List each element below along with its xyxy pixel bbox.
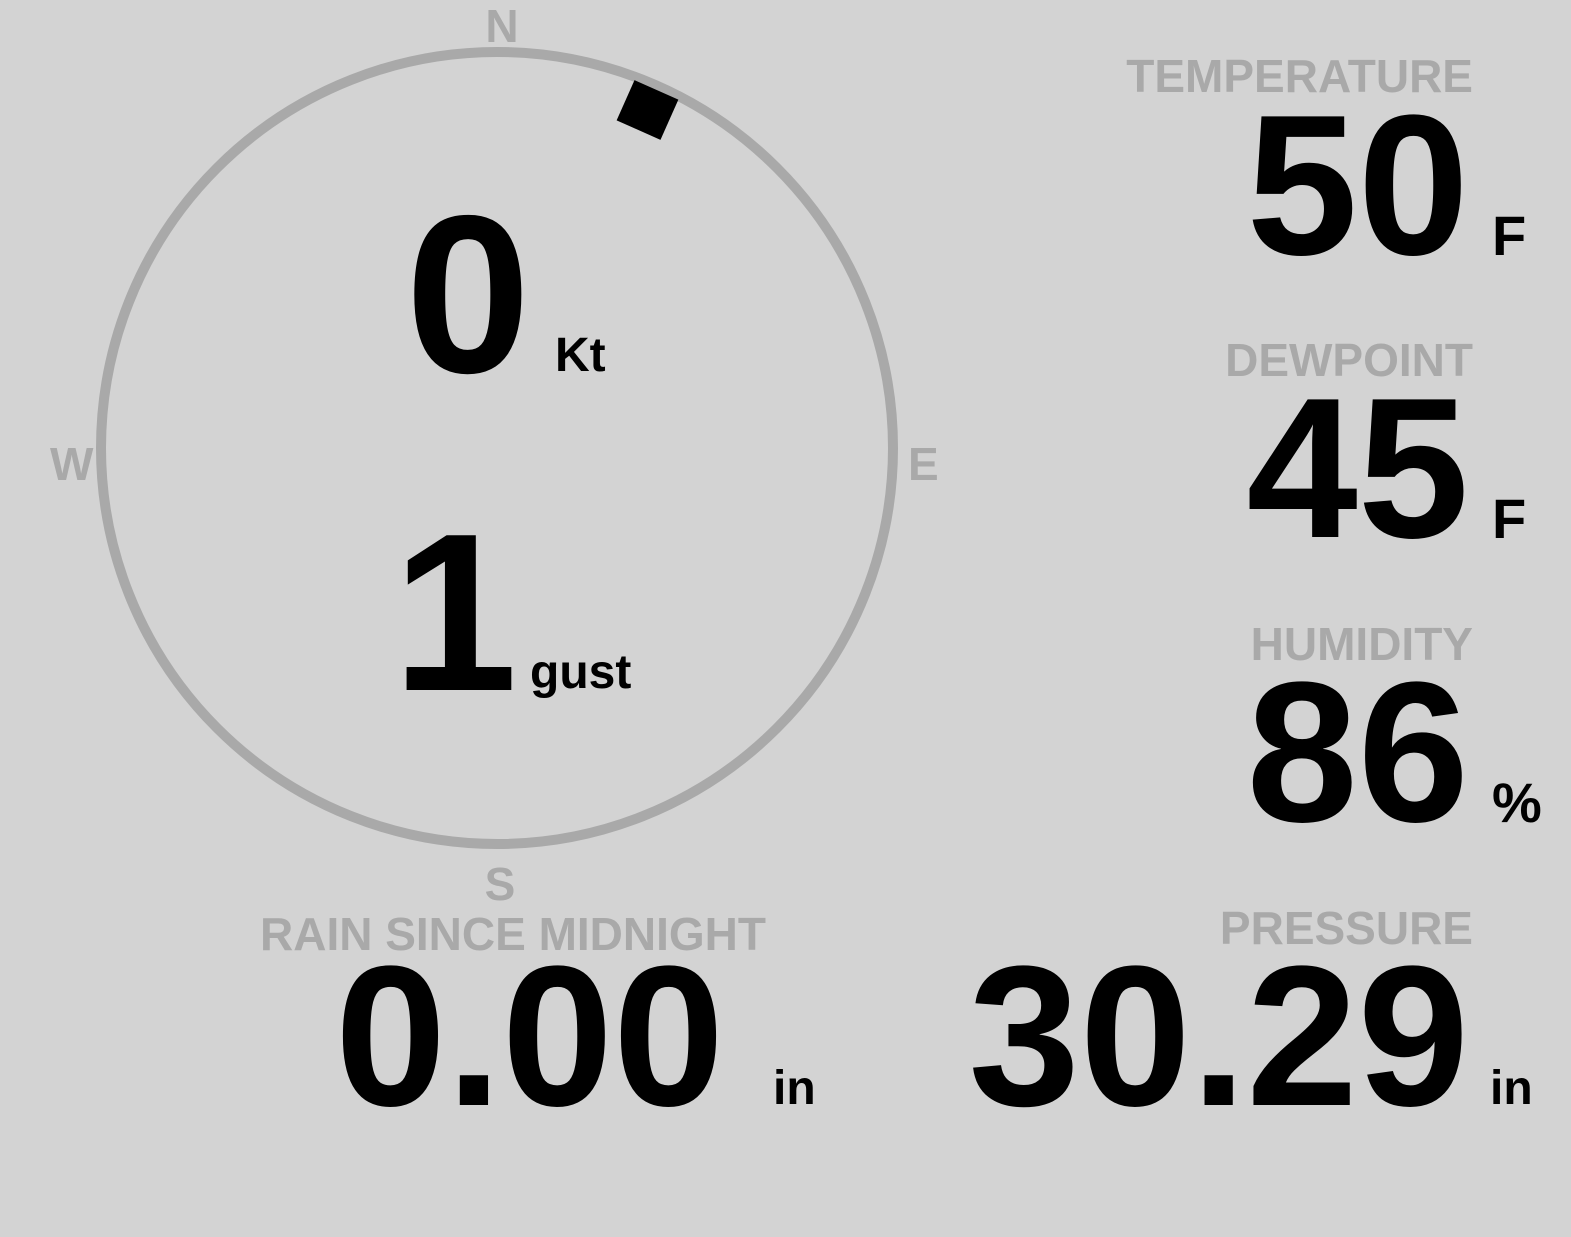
dewpoint-label: DEWPOINT <box>1225 334 1473 386</box>
compass-south-label: S <box>484 858 516 910</box>
wind-speed-value: 0 <box>405 168 531 420</box>
compass-west-label: W <box>50 438 94 490</box>
rain-unit: in <box>773 1062 816 1115</box>
wind-direction-marker <box>616 80 679 140</box>
dewpoint-value: 45 <box>1246 357 1469 580</box>
pressure-label: PRESSURE <box>1219 902 1473 954</box>
pressure-value: 30.29 <box>968 925 1470 1148</box>
rain-value: 0.00 <box>335 925 725 1148</box>
wind-gust-unit: gust <box>530 646 632 699</box>
wind-speed-unit: Kt <box>555 329 606 382</box>
rain-label: RAIN SINCE MIDNIGHT <box>260 908 766 960</box>
compass-east-label: E <box>908 438 939 490</box>
compass-ring <box>96 47 898 849</box>
humidity-unit: % <box>1492 771 1542 834</box>
compass-north-label: N <box>485 0 519 52</box>
dewpoint-unit: F <box>1492 487 1527 550</box>
temperature-unit: F <box>1492 204 1527 267</box>
humidity-label: HUMIDITY <box>1250 618 1473 670</box>
temperature-label: TEMPERATURE <box>1126 50 1473 102</box>
temperature-value: 50 <box>1246 74 1469 297</box>
humidity-value: 86 <box>1246 641 1469 864</box>
wind-gust-value: 1 <box>392 486 518 738</box>
pressure-unit: in <box>1490 1062 1533 1115</box>
